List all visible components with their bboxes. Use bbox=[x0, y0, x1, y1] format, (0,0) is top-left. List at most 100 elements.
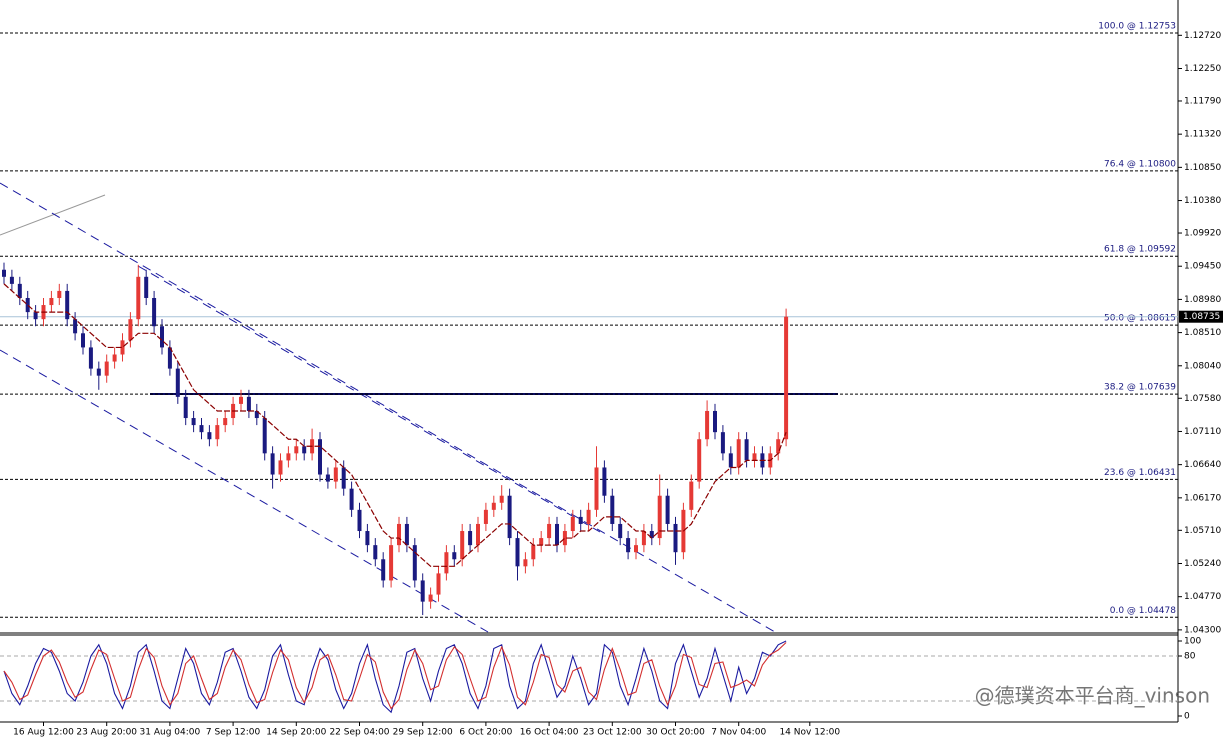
candle-body bbox=[689, 481, 694, 510]
candle-body bbox=[365, 531, 370, 546]
candle-body bbox=[294, 446, 299, 454]
y-tick-label: 1.07580 bbox=[1184, 394, 1221, 404]
candle-body bbox=[246, 396, 251, 411]
candle-body bbox=[2, 269, 6, 277]
candle-body bbox=[199, 425, 204, 433]
candle-body bbox=[278, 460, 283, 475]
candle-body bbox=[136, 276, 141, 320]
candle-body bbox=[641, 531, 646, 546]
candle-body bbox=[152, 297, 157, 327]
fib-label: 100.0 @ 1.12753 bbox=[1098, 21, 1176, 31]
candle-body bbox=[9, 276, 14, 284]
candle-body bbox=[191, 418, 196, 426]
candle-body bbox=[491, 502, 496, 510]
candle-body bbox=[104, 361, 109, 376]
candle-body bbox=[239, 396, 243, 404]
candle-body bbox=[507, 495, 512, 539]
candle-body bbox=[112, 354, 117, 362]
y-tick-label: 1.10380 bbox=[1184, 196, 1221, 206]
candle-body bbox=[784, 316, 789, 440]
candle-body bbox=[476, 523, 480, 546]
trend-line bbox=[0, 194, 106, 236]
drawings bbox=[0, 182, 838, 633]
candle-body bbox=[673, 523, 678, 553]
x-tick-label: 7 Sep 12:00 bbox=[206, 728, 261, 738]
candle-body bbox=[270, 453, 275, 475]
candle-body bbox=[357, 509, 362, 532]
y-tick-label: 1.05710 bbox=[1184, 526, 1221, 536]
candle-body bbox=[381, 559, 386, 581]
y-tick-label: 1.09920 bbox=[1184, 229, 1221, 239]
fib-label: 38.2 @ 1.07639 bbox=[1104, 383, 1176, 393]
candle-body bbox=[160, 326, 164, 348]
y-tick-label: 1.11790 bbox=[1184, 96, 1221, 106]
candle-body bbox=[705, 410, 710, 440]
candle-body bbox=[713, 410, 717, 433]
y-tick-label: 1.12250 bbox=[1184, 64, 1221, 74]
x-tick-label: 29 Sep 12:00 bbox=[393, 728, 453, 738]
candle-body bbox=[618, 523, 623, 539]
candle-body bbox=[436, 573, 441, 595]
candle-body bbox=[144, 276, 149, 298]
fib-label: 0.0 @ 1.04478 bbox=[1110, 606, 1177, 616]
candle-body bbox=[452, 552, 457, 560]
x-tick-label: 14 Nov 12:00 bbox=[779, 728, 840, 738]
candle-body bbox=[73, 319, 78, 334]
y-tick-label: 1.04300 bbox=[1184, 625, 1221, 635]
fib-label: 61.8 @ 1.09592 bbox=[1104, 245, 1176, 255]
y-tick-label: 1.04770 bbox=[1184, 592, 1221, 602]
candle-body bbox=[167, 347, 172, 369]
last-price-box bbox=[1179, 310, 1223, 323]
candle-body bbox=[333, 467, 338, 482]
x-tick-label: 22 Sep 04:00 bbox=[329, 728, 389, 738]
candle-body bbox=[49, 297, 54, 306]
candle-body bbox=[341, 467, 346, 489]
y-tick-label: 1.12720 bbox=[1184, 31, 1221, 41]
candle-body bbox=[444, 552, 449, 574]
candle-body bbox=[397, 523, 401, 546]
oscillator-line bbox=[3, 642, 787, 710]
y-tick-label: 0 bbox=[1184, 712, 1190, 722]
candle-body bbox=[531, 545, 536, 560]
candle-body bbox=[665, 495, 670, 524]
candle-body bbox=[697, 439, 702, 482]
candle-body bbox=[412, 545, 417, 581]
last-price-label: 1.08735 bbox=[1183, 312, 1220, 322]
watermark: @德璞资本平台商_vinson bbox=[975, 684, 1210, 708]
candle-body bbox=[539, 538, 544, 546]
candle-body bbox=[120, 340, 125, 355]
candle-body bbox=[318, 439, 322, 475]
candle-body bbox=[57, 290, 62, 298]
candle-body bbox=[523, 559, 528, 567]
candle-body bbox=[65, 290, 70, 320]
candle-body bbox=[207, 432, 212, 440]
candle-body bbox=[594, 467, 599, 510]
candle-body bbox=[744, 439, 749, 461]
candle-body bbox=[175, 368, 180, 397]
candle-body bbox=[736, 439, 741, 468]
x-tick-label: 23 Aug 20:00 bbox=[76, 728, 137, 738]
x-tick-label: 16 Aug 12:00 bbox=[13, 728, 74, 738]
candle-body bbox=[404, 523, 409, 546]
candle-body bbox=[17, 283, 22, 298]
y-tick-label: 1.08510 bbox=[1184, 328, 1221, 338]
candle-body bbox=[578, 516, 583, 524]
y-tick-label: 1.09450 bbox=[1184, 262, 1221, 272]
y-tick-label: 1.11320 bbox=[1184, 130, 1221, 140]
candle-body bbox=[752, 453, 757, 461]
candle-body bbox=[649, 531, 654, 539]
candle-body bbox=[262, 418, 267, 454]
y-tick-label: 1.08040 bbox=[1184, 361, 1221, 371]
candle-body bbox=[81, 333, 85, 348]
fib-label: 76.4 @ 1.10800 bbox=[1104, 159, 1176, 169]
candle-body bbox=[420, 580, 425, 602]
candle-body bbox=[389, 545, 394, 581]
candle-body bbox=[373, 545, 378, 560]
y-tick-label: 1.06170 bbox=[1184, 493, 1221, 503]
candle-body bbox=[657, 495, 662, 539]
candle-body bbox=[254, 410, 259, 419]
candle-body bbox=[602, 467, 607, 496]
candle-body bbox=[33, 312, 38, 320]
